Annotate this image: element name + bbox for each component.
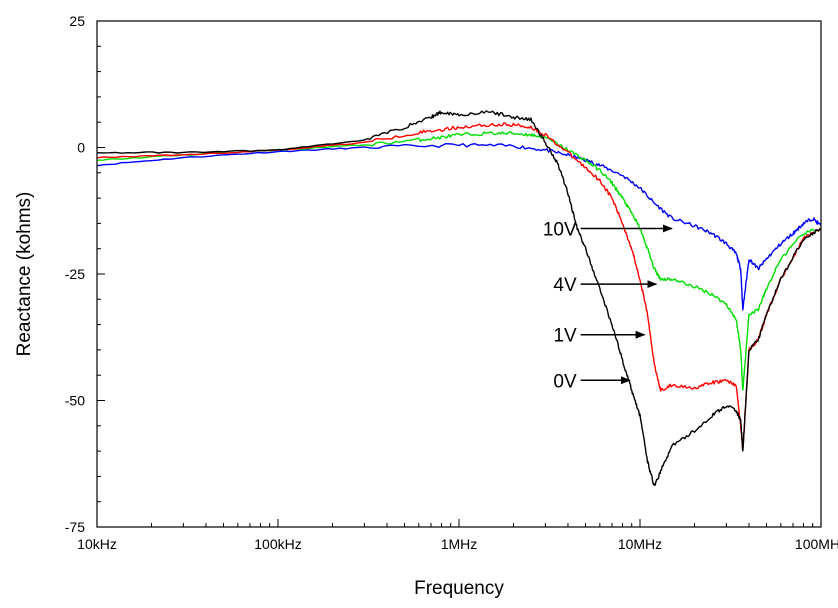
- series-line-2: [96, 122, 822, 451]
- y-tick-label: 25: [69, 13, 85, 29]
- series-line-3: [96, 110, 822, 486]
- y-tick-label: -75: [65, 519, 85, 535]
- x-tick-label: 100kHz: [254, 536, 301, 552]
- annotation-label: 0V: [553, 371, 577, 392]
- y-axis-title: Reactance (kohms): [14, 192, 35, 357]
- ticks-layer: 10kHz 100kHz 1MHz 10MHz 100MHz 25 0 -25 -50 -75: [65, 13, 838, 552]
- x-tick-label: 100MHz: [795, 536, 838, 552]
- plot-frame: [96, 20, 822, 528]
- series-layer: [96, 110, 822, 486]
- x-tick-label: 10MHz: [618, 536, 662, 552]
- series-line-1: [96, 131, 822, 391]
- y-tick-label: 0: [77, 140, 85, 156]
- annotation-label: 4V: [553, 275, 577, 296]
- annotations-layer: 10V 4V 1V 0V: [543, 219, 673, 392]
- annotation-label: 10V: [543, 219, 577, 240]
- annotation-label: 1V: [553, 326, 577, 347]
- y-tick-label: -50: [65, 393, 85, 409]
- x-tick-label: 1MHz: [441, 536, 478, 552]
- x-axis-title: Frequency: [414, 578, 504, 599]
- x-tick-label: 10kHz: [77, 536, 117, 552]
- y-tick-label: -25: [65, 266, 85, 282]
- series-line-0: [96, 143, 822, 311]
